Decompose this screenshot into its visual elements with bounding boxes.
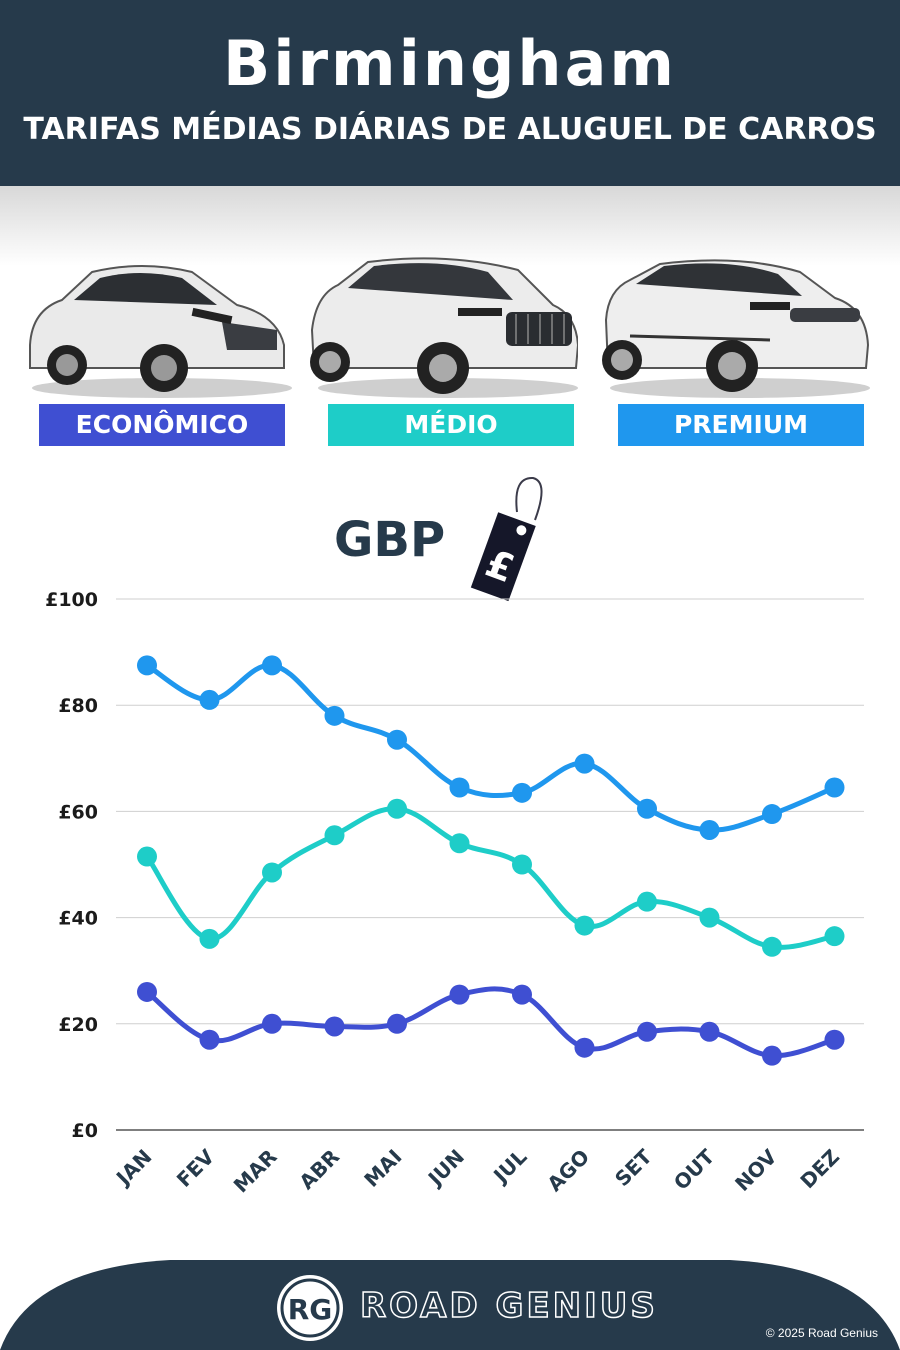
data-point-medio (262, 862, 282, 883)
data-point-medio (762, 936, 782, 957)
x-tick-label: JUN (422, 1145, 469, 1192)
hatchback-car-image (29, 265, 292, 398)
currency-label: GBP (334, 512, 446, 568)
y-tick-label: £20 (58, 1014, 98, 1036)
data-point-medio (449, 833, 470, 854)
y-tick-label: £0 (72, 1120, 98, 1142)
footer-banner (0, 1260, 900, 1350)
header-shadow (0, 186, 900, 266)
data-point-economico (449, 984, 470, 1005)
x-tick-label: MAR (229, 1145, 282, 1198)
category-badge-premium: PREMIUM (618, 404, 864, 446)
y-tick-label: £100 (45, 589, 98, 611)
data-point-medio (512, 854, 532, 875)
data-point-premium (762, 804, 782, 825)
data-point-economico (199, 1029, 220, 1050)
data-point-premium (324, 705, 345, 726)
data-point-premium (512, 782, 532, 803)
data-point-economico (324, 1016, 345, 1037)
data-point-economico (824, 1029, 845, 1050)
x-tick-label: OUT (669, 1144, 719, 1194)
data-point-medio (574, 915, 595, 936)
data-point-medio (324, 825, 345, 846)
page-title: Birmingham (222, 27, 678, 100)
data-point-economico (699, 1021, 720, 1042)
data-point-premium (824, 777, 845, 798)
x-tick-label: ABR (294, 1145, 344, 1195)
data-point-medio (199, 928, 220, 949)
x-tick-label: MAI (359, 1145, 406, 1192)
y-tick-label: £60 (58, 801, 98, 823)
page-subtitle: TARIFAS MÉDIAS DIÁRIAS DE ALUGUEL DE CAR… (23, 112, 877, 147)
rental-rate-line-chart: £0 £20 £40 £60 £80 £100 JAN FEV MAR ABR MAI JUN JUL A… (45, 589, 864, 1198)
premium-suv-car-image (602, 259, 870, 398)
series-line-premium (144, 662, 837, 833)
header-banner: Birmingham TARIFAS MÉDIAS DIÁRIAS DE ALU… (0, 0, 900, 186)
data-point-medio (824, 926, 845, 947)
data-point-premium (449, 777, 470, 798)
x-tick-label: NOV (730, 1144, 782, 1196)
x-tick-label: FEV (172, 1144, 220, 1192)
x-tick-label: AGO (542, 1145, 594, 1197)
copyright-text: © 2025 Road Genius (765, 1326, 878, 1340)
series-line-economico (144, 986, 837, 1059)
data-point-premium (574, 753, 595, 774)
data-point-medio (387, 798, 407, 819)
category-badge-economico: ECONÔMICO (39, 404, 285, 446)
y-tick-label: £40 (58, 908, 98, 930)
pound-price-tag-icon: £ (470, 476, 543, 602)
data-point-premium (199, 689, 220, 710)
data-point-medio (699, 907, 720, 928)
data-point-medio (137, 846, 157, 867)
data-point-economico (137, 981, 157, 1002)
x-tick-label: JAN (110, 1145, 156, 1191)
data-point-premium (699, 819, 720, 840)
data-point-economico (387, 1013, 407, 1034)
data-point-premium (137, 655, 157, 676)
data-point-economico (762, 1045, 782, 1066)
category-badge-medio: MÉDIO (328, 404, 574, 446)
data-point-premium (387, 729, 407, 750)
brand-name: ROAD GENIUS (359, 1285, 658, 1327)
y-tick-label: £80 (58, 695, 98, 717)
x-tick-label: SET (610, 1144, 657, 1191)
suv-car-image (310, 257, 578, 398)
data-point-premium (262, 655, 282, 676)
road-genius-logo-icon: RG (277, 1275, 343, 1341)
logo-text: RG (288, 1293, 333, 1326)
data-point-economico (512, 984, 532, 1005)
x-tick-label: JUL (487, 1144, 531, 1188)
data-point-economico (262, 1013, 282, 1034)
data-point-economico (637, 1021, 657, 1042)
data-point-economico (574, 1037, 595, 1058)
x-tick-label: DEZ (795, 1145, 844, 1194)
data-point-premium (637, 798, 657, 819)
data-point-medio (637, 891, 657, 912)
